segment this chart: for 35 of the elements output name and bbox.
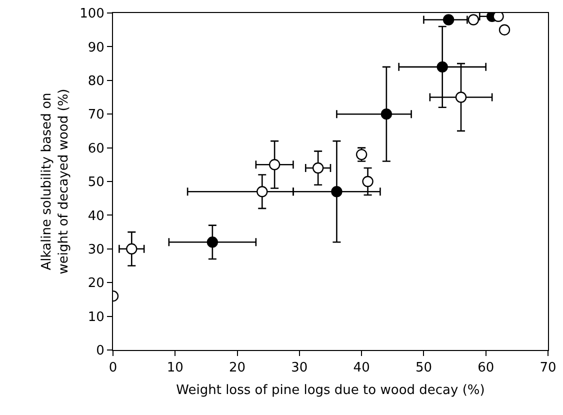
- y-tick-label: 10: [88, 310, 104, 325]
- point: [442, 14, 454, 26]
- point: [126, 243, 138, 254]
- point: [206, 236, 218, 248]
- y-tick-label: 80: [88, 74, 104, 89]
- y-tick-label: 20: [88, 276, 104, 292]
- x-axis-title: Weight loss of pine logs due to wood decay (%): [176, 383, 485, 398]
- y-tick-label: 40: [88, 208, 104, 224]
- point: [492, 13, 504, 22]
- x-tick-label: 50: [415, 360, 432, 376]
- x-tick-label: 60: [478, 360, 494, 376]
- point: [331, 186, 342, 198]
- y-tick-label: 30: [88, 242, 104, 258]
- y-tick-label: 60: [88, 141, 104, 156]
- point: [256, 186, 268, 198]
- x-tick-label: 0: [108, 360, 118, 376]
- point: [380, 108, 392, 120]
- x-tick-label: 30: [291, 360, 308, 376]
- y-tick-label: 90: [88, 40, 104, 56]
- y-tick-label: 50: [88, 175, 104, 190]
- point: [268, 159, 280, 170]
- point: [468, 14, 480, 26]
- y-tick-label: 100: [80, 6, 104, 22]
- point: [498, 24, 510, 36]
- y-axis-title: Alkaline solubility based on weight of decayed wood (%): [40, 88, 72, 274]
- point: [362, 176, 374, 188]
- x-tick-label: 70: [540, 360, 556, 376]
- point: [312, 162, 324, 174]
- point: [455, 92, 467, 103]
- y-tick-label: 0: [96, 344, 104, 359]
- y-tick-label: 70: [88, 108, 104, 123]
- x-tick-label: 20: [229, 360, 246, 376]
- x-tick-label: 40: [353, 360, 370, 376]
- point: [436, 61, 448, 73]
- x-tick-label: 10: [166, 360, 184, 376]
